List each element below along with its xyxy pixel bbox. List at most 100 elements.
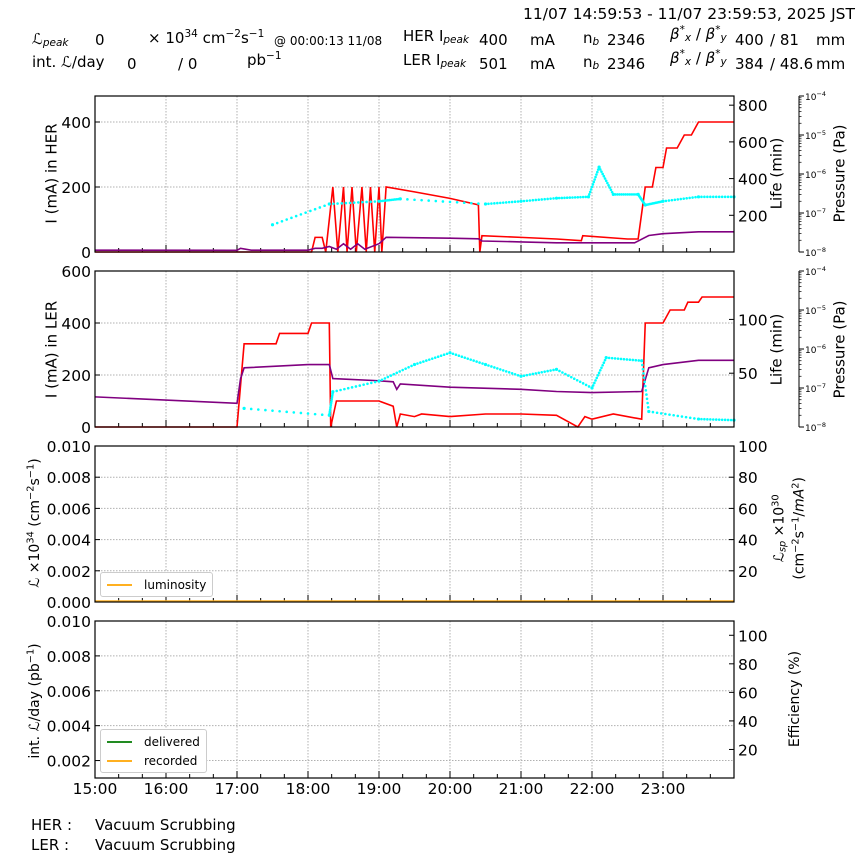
- ler-nb-sub: b: [592, 60, 600, 73]
- her-nb-sub: b: [592, 36, 600, 49]
- ler-beta-y: / 48.6: [770, 55, 814, 73]
- her-ipeak-unit: mA: [530, 31, 555, 49]
- svg-text:400: 400: [738, 171, 768, 189]
- svg-text:10−6: 10−6: [805, 168, 826, 181]
- svg-text:0.002: 0.002: [47, 563, 91, 581]
- her-beta-unit: mm: [816, 31, 846, 49]
- svg-text:10−7: 10−7: [805, 382, 826, 395]
- x-tick-label: 16:00: [144, 780, 189, 798]
- svg-text:0.006: 0.006: [47, 683, 91, 701]
- pb-unit-exp: −1: [266, 50, 282, 63]
- legend-item-delivered: delivered: [107, 732, 200, 751]
- intlum-ylabel: int. ℒ/day (pb−1): [25, 643, 43, 759]
- svg-text:40: 40: [738, 532, 758, 550]
- intlum-legend: delivered recorded: [100, 729, 207, 773]
- unit-s: s: [240, 29, 249, 47]
- her-status-label: HER :: [31, 816, 73, 834]
- svg-text:0.010: 0.010: [47, 438, 91, 456]
- svg-text:0.004: 0.004: [47, 718, 91, 736]
- efficiency-ylabel: Efficiency (%): [787, 650, 803, 748]
- her-beta-x: 400: [735, 31, 764, 49]
- ler-label-text: LER I: [403, 51, 441, 69]
- svg-text:0: 0: [81, 244, 91, 262]
- int-lum-label: int. ℒ/day: [32, 53, 105, 71]
- legend-label: luminosity: [144, 577, 207, 592]
- lpeak-label: ℒpeak: [32, 30, 68, 49]
- her-nb-label: nb: [583, 29, 600, 49]
- legend-label: delivered: [144, 734, 200, 749]
- luminosity-legend: luminosity: [100, 572, 214, 597]
- x-tick-label: 15:00: [73, 780, 118, 798]
- ler-beta-unit: mm: [816, 55, 846, 73]
- svg-text:200: 200: [738, 207, 768, 225]
- int-lum-unit: pb−1: [247, 50, 282, 69]
- svg-text:20: 20: [738, 563, 758, 581]
- legend-item-recorded: recorded: [107, 751, 200, 770]
- svg-text:400: 400: [61, 114, 91, 132]
- svg-text:400: 400: [61, 315, 91, 333]
- x-tick-label: 19:00: [357, 780, 402, 798]
- her-nb-value: 2346: [607, 31, 646, 49]
- x-tick-label: 21:00: [499, 780, 544, 798]
- her-ipeak-value: 400: [479, 31, 508, 49]
- her-status: Vacuum Scrubbing: [95, 816, 236, 834]
- ler-nb-label: nb: [583, 53, 600, 73]
- x-tick-label: 22:00: [570, 780, 615, 798]
- x-tick-label: 20:00: [428, 780, 473, 798]
- her-label-text: HER I: [403, 27, 444, 45]
- svg-text:10−5: 10−5: [805, 129, 826, 142]
- svg-text:0: 0: [81, 419, 91, 437]
- time-range: 11/07 14:59:53 - 11/07 23:59:53, 2025 JS…: [523, 5, 855, 23]
- ler-nb-value: 2346: [607, 55, 646, 73]
- pb-unit: pb: [247, 51, 267, 69]
- x-tick-label: 23:00: [641, 780, 686, 798]
- lpeak-symbol: ℒ: [32, 30, 43, 48]
- x-tick-label: 17:00: [215, 780, 260, 798]
- legend-label: recorded: [144, 753, 198, 768]
- lum-ylabel: ℒ ×1034 (cm−2s−1): [25, 458, 43, 588]
- svg-text:0.002: 0.002: [47, 753, 91, 771]
- svg-text:0.000: 0.000: [47, 594, 91, 612]
- svg-text:10−5: 10−5: [805, 304, 826, 317]
- ler-label-sub: peak: [440, 58, 467, 71]
- unit-cm: cm: [197, 29, 226, 47]
- x-tick-label: 18:00: [286, 780, 331, 798]
- ler-nb-n: n: [583, 53, 593, 71]
- her-ylabel-right: Life (min): [767, 137, 786, 210]
- her-nb-n: n: [583, 29, 593, 47]
- svg-text:40: 40: [738, 713, 758, 731]
- unit-s-exp: −1: [248, 28, 265, 41]
- svg-text:80: 80: [738, 469, 758, 487]
- svg-text:200: 200: [61, 367, 91, 385]
- her-label-sub: peak: [443, 34, 470, 47]
- panel-1: 0 200 400 600 50 100 10−8 10−7 10−6 10−5 10−4: [61, 263, 826, 437]
- svg-text:10−4: 10−4: [805, 265, 826, 278]
- ler-status-label: LER :: [31, 836, 70, 854]
- ler-status: Vacuum Scrubbing: [95, 836, 236, 854]
- svg-text:0.006: 0.006: [47, 500, 91, 518]
- ler-ylabel-right2: Pressure (Pa): [830, 300, 849, 399]
- panel-0: 0 200 400 200 400 600 800 10−8 10−7 10−6 10−5 10−4: [61, 90, 826, 262]
- lsp-ylabel: ℒsp ×1030 (cm−2s−1/mA2): [770, 476, 808, 580]
- svg-text:10−4: 10−4: [805, 90, 826, 103]
- svg-text:10−8: 10−8: [805, 246, 826, 259]
- svg-text:10−6: 10−6: [805, 343, 826, 356]
- svg-text:50: 50: [738, 365, 758, 383]
- her-ylabel-right2: Pressure (Pa): [830, 124, 849, 223]
- svg-text:100: 100: [738, 627, 768, 645]
- ler-ylabel: I (mA) in LER: [42, 300, 61, 399]
- her-beta-y: / 81: [770, 31, 799, 49]
- unit-prefix: × 10: [148, 29, 185, 47]
- recorded-swatch: [107, 759, 132, 762]
- her-ipeak-label: HER Ipeak: [403, 27, 470, 47]
- ler-ipeak-unit: mA: [530, 55, 555, 73]
- svg-text:600: 600: [61, 263, 91, 281]
- her-ylabel: I (mA) in HER: [42, 123, 61, 224]
- svg-text:0.008: 0.008: [47, 469, 91, 487]
- unit-cm-exp: −2: [225, 28, 241, 41]
- svg-text:0.008: 0.008: [47, 648, 91, 666]
- ler-ylabel-right: Life (min): [767, 313, 786, 386]
- ler-beta-x: 384: [735, 55, 764, 73]
- lpeak-unit: × 1034 cm−2s−1: [148, 28, 265, 47]
- luminosity-swatch: [107, 583, 132, 586]
